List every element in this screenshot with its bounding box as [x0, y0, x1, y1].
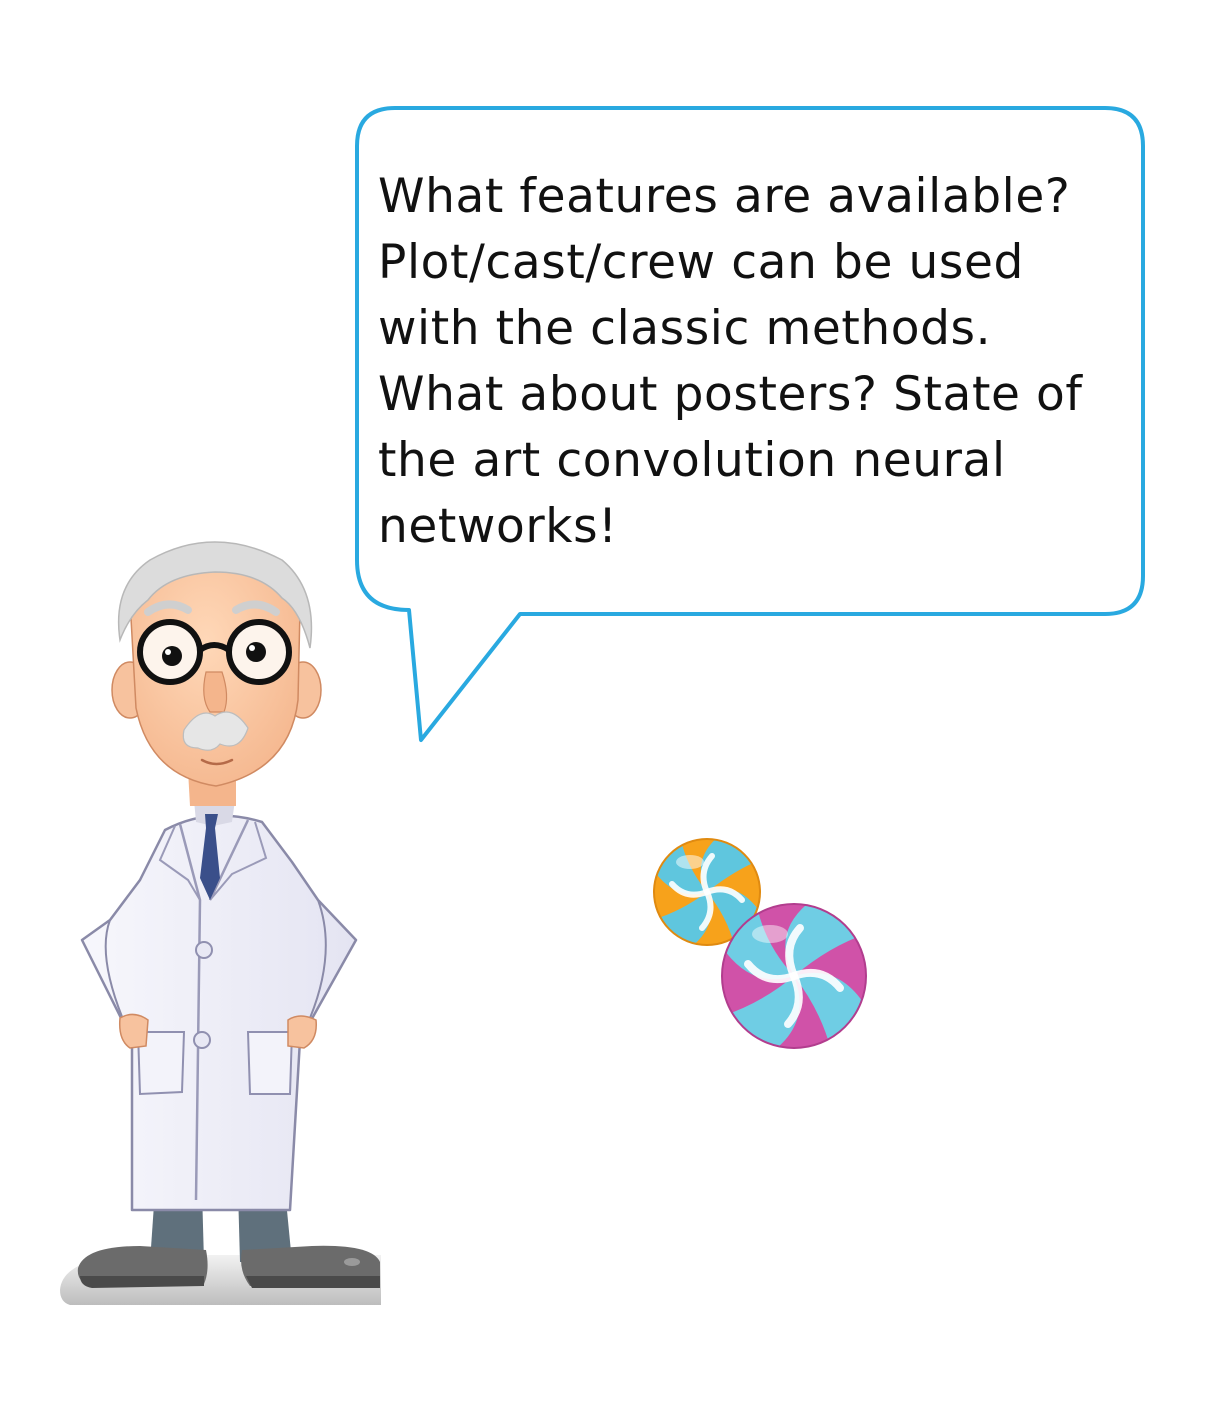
shirt-collar	[194, 800, 235, 826]
orange-swirl-candy-icon	[653, 838, 761, 946]
left-hand	[118, 1013, 149, 1049]
speech-bubble	[355, 106, 1145, 742]
moustache	[182, 711, 249, 751]
nose	[203, 671, 228, 713]
speech-bubble-text: What features are available? Plot/cast/c…	[378, 169, 1083, 554]
coat-button	[193, 1031, 211, 1049]
scientist-figure	[60, 541, 381, 1305]
right-pocket	[246, 1031, 294, 1095]
coat-button	[195, 941, 213, 959]
right-hand	[287, 1015, 317, 1049]
shoes-icon	[77, 1245, 380, 1288]
tie	[200, 814, 220, 900]
hair	[117, 541, 313, 649]
pink-swirl-candy-icon	[721, 903, 867, 1049]
glasses-icon	[137, 619, 292, 685]
left-pocket	[136, 1031, 186, 1096]
